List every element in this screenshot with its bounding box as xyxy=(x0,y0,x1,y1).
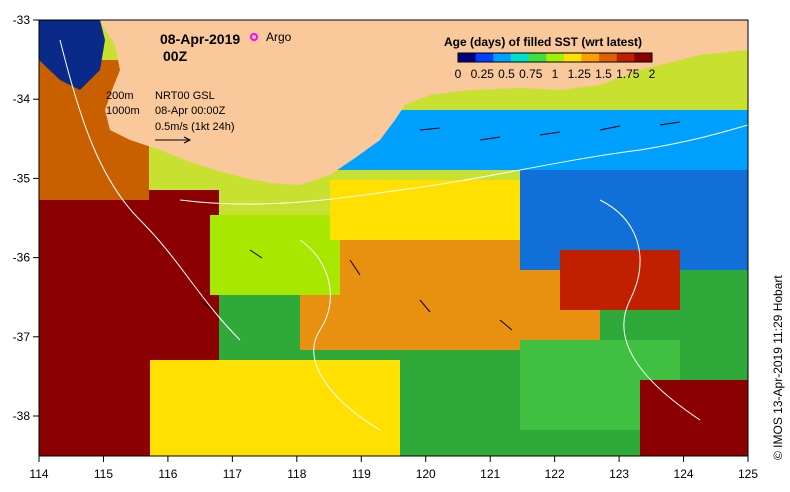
credit-text: © IMOS 13-Apr-2019 11:29 Hobart xyxy=(771,275,785,460)
contour-1000m-label: 1000m xyxy=(106,105,140,117)
colorbar-tick-label: 1.5 xyxy=(595,67,612,81)
zone-yellow-south xyxy=(150,360,400,456)
colorbar-tick-label: 1.25 xyxy=(568,67,592,81)
colorbar-swatch xyxy=(510,53,530,62)
x-tick-label: 118 xyxy=(287,467,306,481)
colorbar-tick-label: 0.25 xyxy=(471,67,495,81)
colorbar-swatch xyxy=(634,53,653,62)
x-tick-label: 117 xyxy=(223,467,242,481)
time-label: 08-Apr 00:00Z xyxy=(155,105,226,117)
x-tick-label: 125 xyxy=(738,467,758,481)
plot-area xyxy=(39,20,748,456)
x-tick-label: 124 xyxy=(674,467,694,481)
y-tick-label: -33 xyxy=(13,13,31,27)
colorbar-tick-label: 1 xyxy=(552,67,559,81)
zone-red-east xyxy=(560,250,680,310)
vector-scale-arrow-icon xyxy=(155,136,192,144)
y-tick-label: -35 xyxy=(13,171,31,185)
vector-scale-label: 0.5m/s (1kt 24h) xyxy=(155,121,234,133)
colorbar-swatch xyxy=(528,53,547,62)
y-axis: -33 -34 -35 -36 -37 -38 xyxy=(13,13,39,423)
colorbar-swatch xyxy=(563,53,582,62)
x-tick-label: 121 xyxy=(480,467,500,481)
colorbar-swatch xyxy=(616,53,635,62)
colorbar-frame xyxy=(457,52,653,63)
contour-1000m xyxy=(179,124,748,205)
colorbar-swatch xyxy=(493,53,512,62)
colorbar-swatch xyxy=(546,53,565,62)
colorbar-tick-label: 2 xyxy=(649,67,656,81)
colorbar-tick-label: 0.75 xyxy=(519,67,543,81)
y-tick-label: -36 xyxy=(13,251,31,265)
colorbar-tick-label: 0.5 xyxy=(498,67,515,81)
y-tick-label: -37 xyxy=(13,330,31,344)
current-vectors xyxy=(199,121,681,331)
plot-frame xyxy=(38,19,749,457)
argo-label: Argo xyxy=(266,30,292,44)
x-tick-label: 116 xyxy=(158,467,177,481)
header-hour: 00Z xyxy=(163,48,188,64)
colorbar-swatch xyxy=(458,53,477,62)
zone-darkred-southeast xyxy=(640,380,748,456)
x-tick-label: 120 xyxy=(416,467,436,481)
argo-marker-icon xyxy=(250,33,258,41)
contour-eddy-east xyxy=(599,199,701,421)
colorbar-tick-label: 1.75 xyxy=(616,67,640,81)
x-tick-label: 123 xyxy=(609,467,629,481)
colorbar-swatch xyxy=(599,53,618,62)
y-tick-label: -34 xyxy=(13,92,31,106)
header-date: 08-Apr-2019 xyxy=(160,31,240,47)
contour-eddy xyxy=(299,239,381,431)
x-tick-label: 115 xyxy=(94,467,113,481)
product-label: NRT00 GSL xyxy=(155,90,215,102)
x-axis: 114 115 116 117 118 119 120 121 122 123 124 125 xyxy=(29,456,758,481)
colorbar-swatch xyxy=(581,53,600,62)
zone-navy-northwest xyxy=(39,20,105,90)
x-tick-label: 122 xyxy=(545,467,565,481)
x-tick-label: 114 xyxy=(29,467,48,481)
contour-200m-label: 200m xyxy=(106,90,134,102)
colorbar-ticks: 0 0.25 0.5 0.75 1 1.25 1.5 1.75 2 xyxy=(455,67,656,81)
colorbar-tick-label: 0 xyxy=(455,67,462,81)
y-tick-label: -38 xyxy=(13,409,31,423)
colorbar-swatches xyxy=(457,52,653,63)
zone-lime-central xyxy=(210,215,340,295)
x-tick-label: 119 xyxy=(352,467,371,481)
argo-legend: Argo xyxy=(250,30,292,44)
colorbar-swatch xyxy=(475,53,494,62)
colorbar-title: Age (days) of filled SST (wrt latest) xyxy=(444,35,642,49)
contour-200m xyxy=(59,39,241,341)
